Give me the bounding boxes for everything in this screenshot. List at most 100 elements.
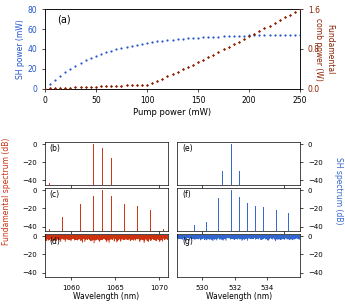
Point — [241, 37, 247, 42]
Point — [68, 85, 73, 90]
Point — [104, 50, 109, 55]
Point — [252, 31, 257, 36]
Point — [267, 23, 272, 28]
Point — [210, 52, 216, 57]
Point — [114, 47, 119, 52]
Point — [73, 63, 78, 68]
Point — [119, 46, 124, 51]
Point — [57, 86, 63, 91]
Point — [246, 34, 252, 39]
Point — [195, 60, 201, 65]
Point — [134, 42, 139, 47]
Point — [159, 38, 165, 43]
Text: (d): (d) — [50, 237, 61, 245]
Point — [144, 82, 150, 87]
Point — [272, 33, 277, 38]
Point — [129, 43, 135, 48]
Text: (b): (b) — [50, 144, 61, 153]
Point — [180, 67, 186, 72]
Point — [297, 32, 303, 37]
Point — [287, 12, 293, 17]
Point — [155, 78, 160, 83]
Point — [170, 37, 175, 42]
Point — [62, 70, 68, 75]
Point — [231, 42, 237, 47]
Point — [292, 32, 298, 37]
Point — [62, 85, 68, 90]
Y-axis label: SH power (mW): SH power (mW) — [16, 19, 25, 79]
Point — [185, 36, 190, 41]
Point — [282, 15, 288, 20]
Point — [47, 86, 53, 91]
Point — [246, 33, 252, 38]
Point — [104, 84, 109, 89]
X-axis label: Wavelength (nm): Wavelength (nm) — [73, 292, 139, 301]
Point — [98, 52, 104, 57]
Point — [108, 48, 114, 53]
Point — [210, 34, 216, 39]
X-axis label: Pump power (mW): Pump power (mW) — [134, 108, 211, 117]
Point — [159, 76, 165, 81]
Point — [155, 39, 160, 44]
Point — [88, 56, 93, 61]
Point — [119, 83, 124, 88]
Point — [257, 29, 262, 34]
Point — [277, 32, 283, 37]
Point — [190, 62, 196, 67]
Point — [52, 77, 58, 82]
Point — [175, 69, 180, 74]
Point — [195, 35, 201, 40]
Point — [200, 57, 206, 62]
Point — [93, 84, 99, 89]
Point — [252, 33, 257, 38]
Point — [282, 32, 288, 37]
Point — [170, 72, 175, 77]
Point — [165, 38, 170, 43]
Point — [42, 86, 48, 91]
X-axis label: Wavelength (nm): Wavelength (nm) — [206, 292, 272, 301]
Point — [139, 41, 145, 46]
Point — [236, 39, 241, 44]
Point — [93, 54, 99, 59]
Text: (f): (f) — [182, 190, 191, 200]
Text: Fundamental spectrum (dB): Fundamental spectrum (dB) — [2, 137, 11, 245]
Text: SH spectrum (dB): SH spectrum (dB) — [334, 157, 343, 225]
Point — [149, 80, 155, 85]
Point — [206, 34, 211, 39]
Point — [206, 55, 211, 60]
Text: (e): (e) — [182, 144, 193, 153]
Point — [73, 85, 78, 90]
Point — [134, 83, 139, 87]
Point — [231, 34, 237, 38]
Point — [144, 40, 150, 45]
Text: (a): (a) — [58, 15, 71, 25]
Point — [124, 44, 129, 49]
Point — [226, 44, 231, 49]
Text: (c): (c) — [50, 190, 60, 200]
Y-axis label: Fundamental
comb power (W): Fundamental comb power (W) — [314, 18, 334, 80]
Point — [42, 86, 48, 91]
Point — [221, 34, 226, 39]
Point — [292, 10, 298, 14]
Point — [165, 74, 170, 79]
Point — [287, 32, 293, 37]
Point — [190, 35, 196, 40]
Point — [185, 65, 190, 70]
Text: (g): (g) — [182, 237, 193, 245]
Point — [226, 34, 231, 38]
Point — [236, 33, 241, 38]
Point — [78, 85, 83, 90]
Point — [262, 33, 267, 38]
Point — [216, 50, 221, 55]
Point — [129, 83, 135, 88]
Point — [139, 83, 145, 87]
Point — [149, 40, 155, 45]
Point — [272, 21, 277, 26]
Point — [200, 35, 206, 40]
Point — [267, 33, 272, 38]
Point — [57, 73, 63, 78]
Point — [47, 81, 53, 86]
Point — [78, 60, 83, 65]
Point — [83, 85, 88, 90]
Point — [297, 7, 303, 12]
